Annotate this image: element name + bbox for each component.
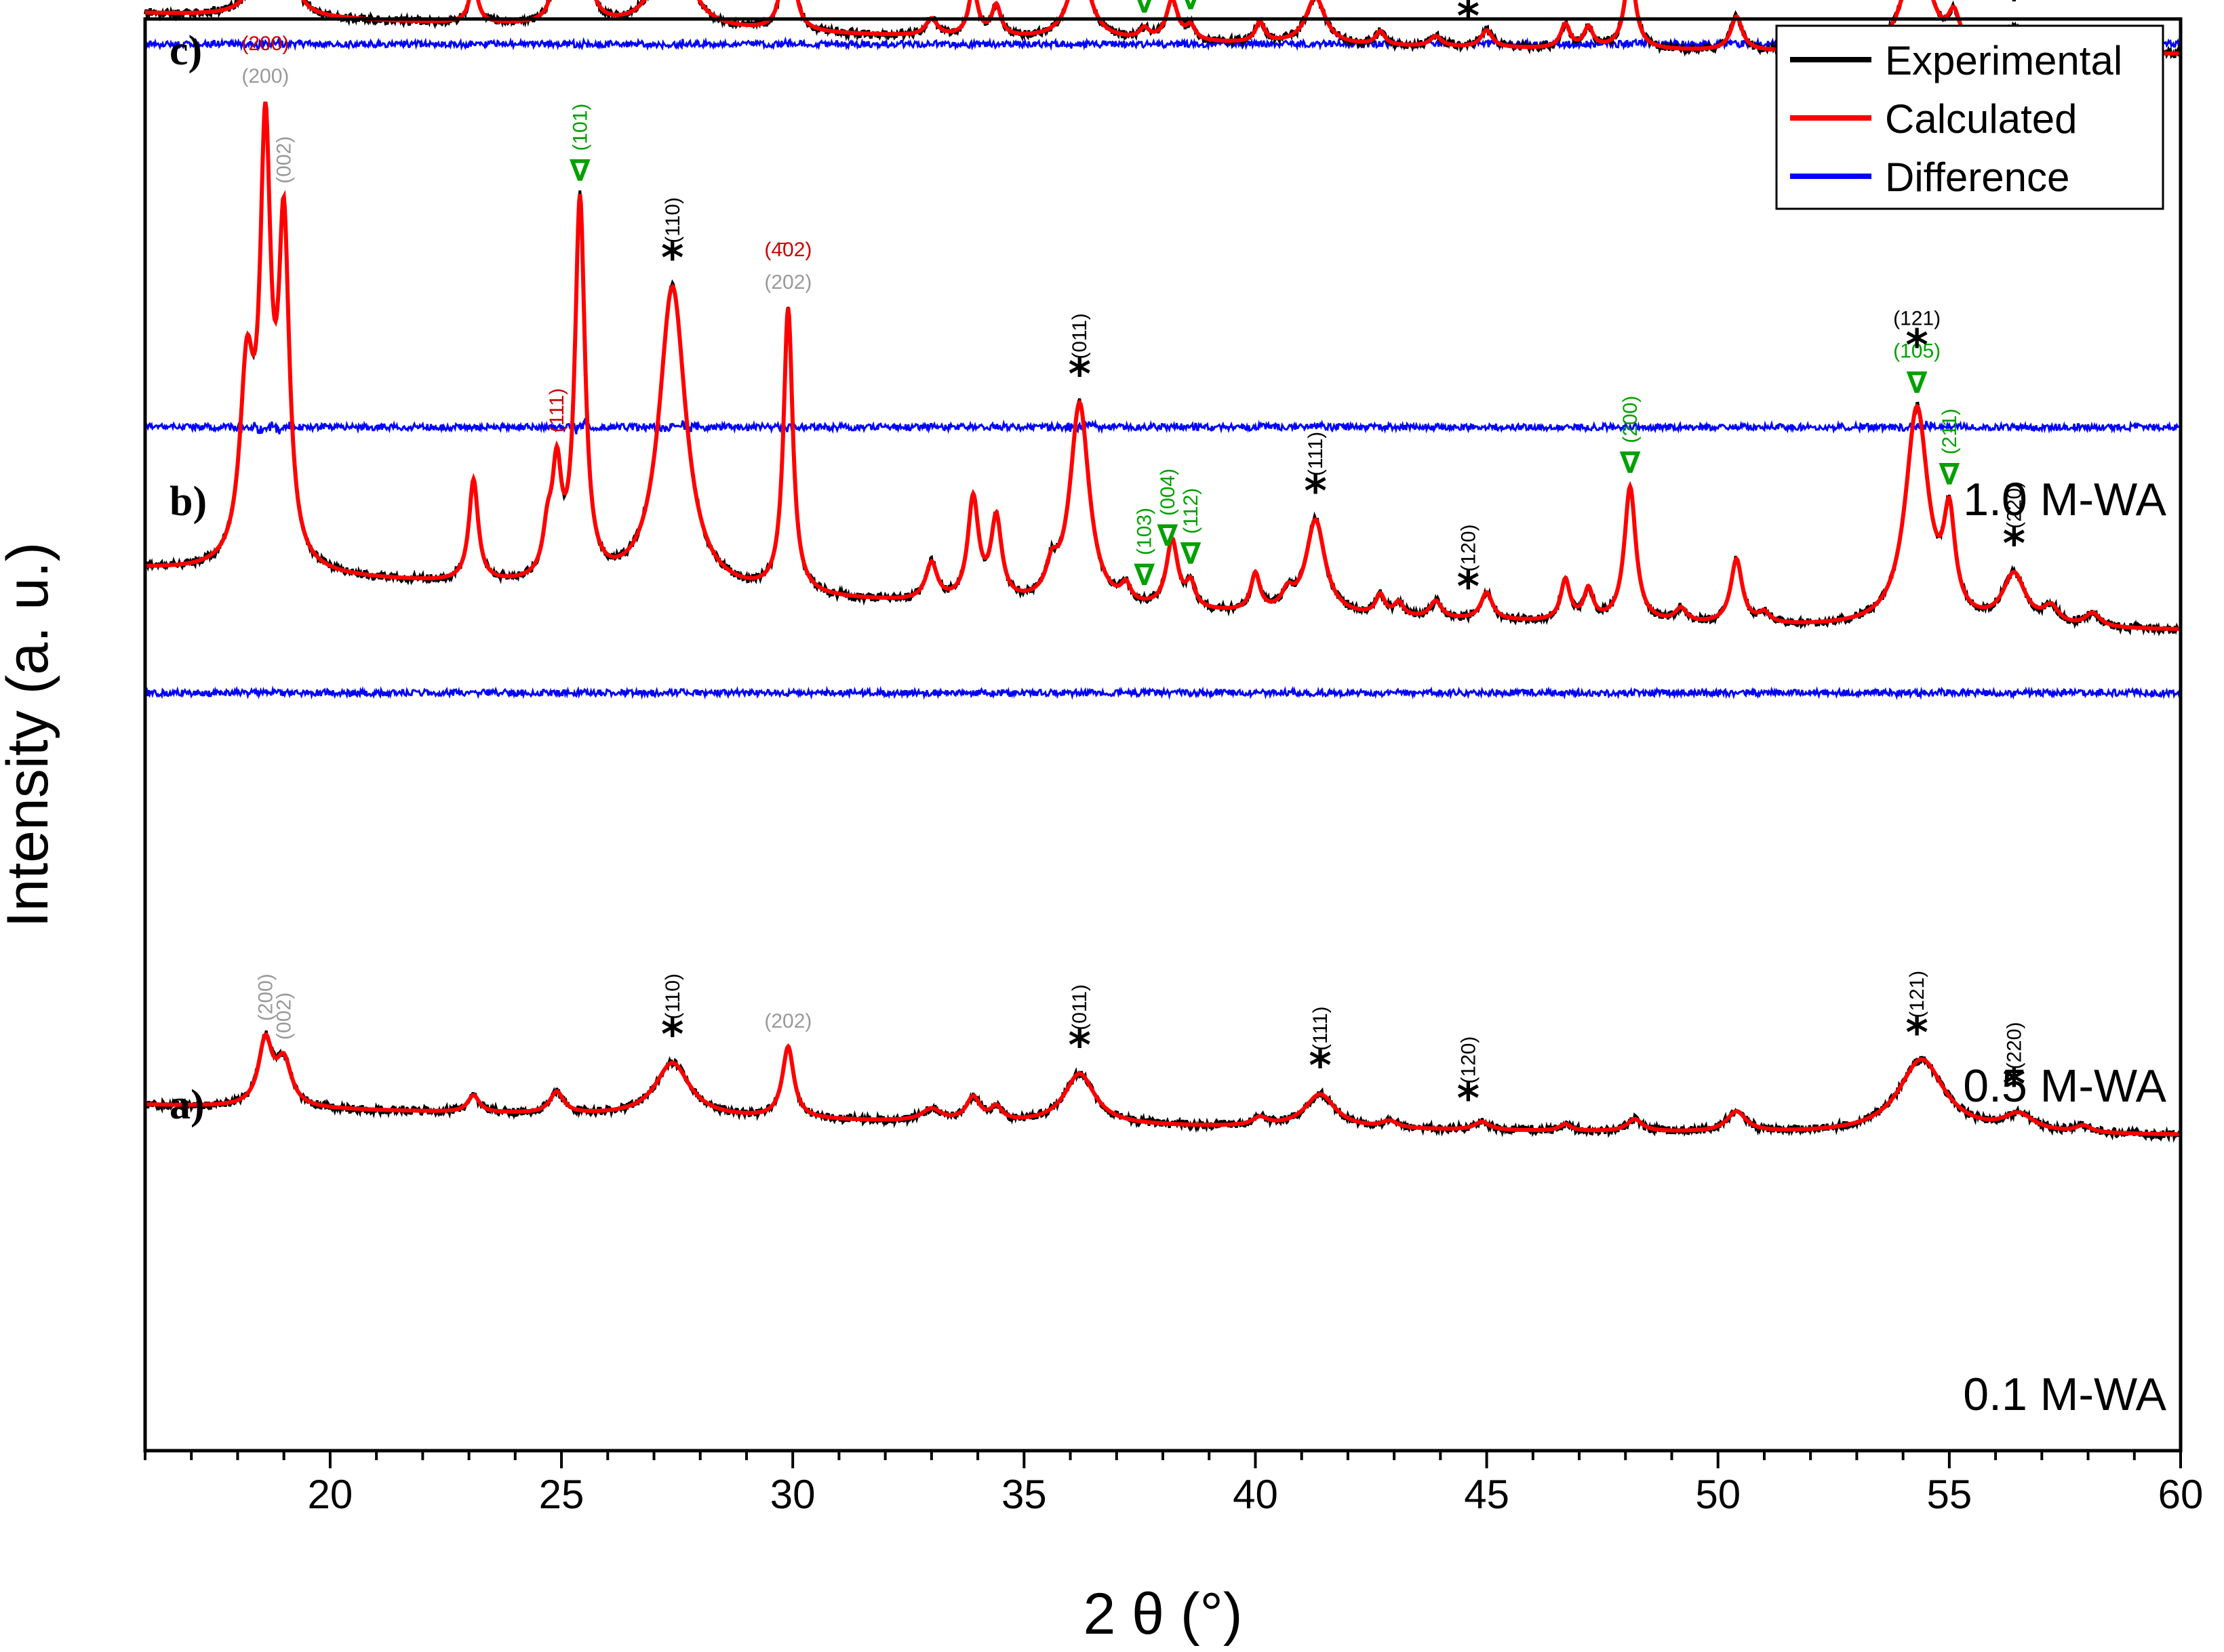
annotations-layer: a)0.1 M-WA(200)(002) *(110)(202) *(011)*(1… — [170, 0, 2167, 1420]
legend-label: Experimental — [1885, 38, 2122, 83]
peak-hkl-label: (112) — [1180, 488, 1202, 534]
peak-hkl-label: (101) — [569, 104, 591, 151]
x-axis-label: 2 θ (°) — [1083, 1582, 1242, 1647]
peak-marker: * — [1457, 562, 1480, 612]
peak-hkl-label: (121) — [1906, 971, 1928, 1018]
x-tick-label: 45 — [1464, 1472, 1509, 1517]
x-tick-label: 25 — [539, 1472, 584, 1517]
peak-marker: ∇ — [1620, 446, 1641, 481]
peak-hkl-label: (200) — [1619, 396, 1642, 443]
peak-hkl-label: (002) — [273, 992, 296, 1040]
legend-label: Difference — [1885, 155, 2069, 200]
peak-marker: * — [661, 234, 683, 284]
peak-hkl-label: (200) — [241, 33, 289, 55]
sample-label: 1.0 M-WA — [1963, 474, 2166, 525]
peak-hkl-label: (220) — [2003, 1022, 2025, 1069]
peak-hkl-label: (4̄02) — [764, 239, 812, 261]
calculated-series-0 — [145, 1032, 2180, 1137]
panel-label: a) — [170, 1082, 205, 1128]
peak-hkl-label: (110) — [662, 197, 684, 243]
peak-hkl-label: (002) — [273, 136, 296, 184]
peak-marker: * — [1068, 1021, 1090, 1071]
peak-hkl-label: (120) — [1457, 1036, 1480, 1084]
peak-hkl-label: (111) — [546, 388, 568, 432]
peak-marker: * — [1309, 1041, 1331, 1091]
legend-label: Calculated — [1885, 96, 2078, 142]
x-tick-label: 40 — [1233, 1472, 1278, 1517]
peak-marker: ∇ — [1180, 537, 1202, 571]
peak-hkl-label: (004) — [1157, 468, 1179, 516]
panel-label: c) — [170, 28, 202, 74]
peak-marker: * — [2003, 0, 2025, 24]
x-tick-label: 20 — [308, 1472, 353, 1517]
peak-hkl-label: (121) — [1893, 307, 1941, 329]
peak-marker: * — [2003, 1060, 2025, 1110]
peak-hkl-label: (111) — [1309, 1006, 1332, 1051]
peak-marker: ∇ — [1943, 0, 1964, 1]
peak-marker: ∇ — [1907, 365, 1928, 400]
y-axis-label: Intensity (a. u.) — [0, 542, 60, 928]
peak-hkl-label: (111) — [1305, 432, 1327, 477]
sample-label: 0.5 M-WA — [1963, 1060, 2166, 1112]
x-tick-label: 50 — [1695, 1472, 1741, 1517]
peak-hkl-label: (200) — [241, 65, 289, 87]
peak-marker: ∇ — [1134, 0, 1155, 20]
peak-hkl-label: (011) — [1069, 313, 1091, 359]
x-tick-label: 55 — [1926, 1472, 1972, 1517]
difference-series-1 — [144, 417, 2182, 435]
peak-marker: * — [1068, 350, 1090, 400]
peak-hkl-label: (211) — [1939, 409, 1961, 455]
peak-hkl-label: (202) — [764, 271, 812, 294]
peak-marker: * — [2003, 519, 2025, 569]
peak-marker: * — [1457, 1074, 1480, 1125]
peak-marker: * — [1304, 466, 1326, 517]
peak-hkl-label: (103) — [1134, 508, 1156, 555]
peak-marker: * — [1905, 1009, 1928, 1059]
peak-hkl-label: (105) — [1893, 340, 1941, 362]
peak-marker: * — [1309, 0, 1331, 1]
peak-marker: * — [1905, 321, 1928, 371]
peak-marker: ∇ — [570, 154, 591, 188]
peak-marker: ∇ — [1180, 0, 1202, 16]
peak-marker: * — [1457, 0, 1480, 42]
peak-hkl-label: (220) — [2003, 481, 2025, 529]
legend: Experimental Calculated Difference — [1775, 24, 2164, 210]
peak-hkl-label: (120) — [1457, 524, 1480, 571]
peak-marker: ∇ — [1134, 558, 1155, 592]
sample-label: 0.1 M-WA — [1963, 1369, 2166, 1420]
peak-hkl-label: (202) — [764, 1010, 812, 1032]
peak-marker: ∇ — [1157, 519, 1178, 553]
peak-marker: ∇ — [1939, 457, 1960, 491]
peak-marker: ∇ — [1157, 0, 1178, 5]
calculated-series-1 — [145, 101, 2180, 631]
peak-hkl-label: (200) — [254, 973, 277, 1021]
peak-hkl-label: (011) — [1069, 984, 1091, 1030]
x-tick-label: 35 — [1001, 1472, 1047, 1517]
x-tick-label: 60 — [2158, 1472, 2204, 1517]
panel-label: b) — [170, 479, 207, 525]
peak-hkl-label: (110) — [662, 973, 684, 1020]
x-tick-label: 30 — [770, 1472, 816, 1517]
peak-hkl-label: (120) — [1457, 0, 1480, 1]
peak-marker: * — [661, 1010, 683, 1060]
x-axis: 20 25 30 35 40 45 50 55 60 — [144, 1451, 2204, 1517]
difference-series-0 — [144, 685, 2182, 700]
